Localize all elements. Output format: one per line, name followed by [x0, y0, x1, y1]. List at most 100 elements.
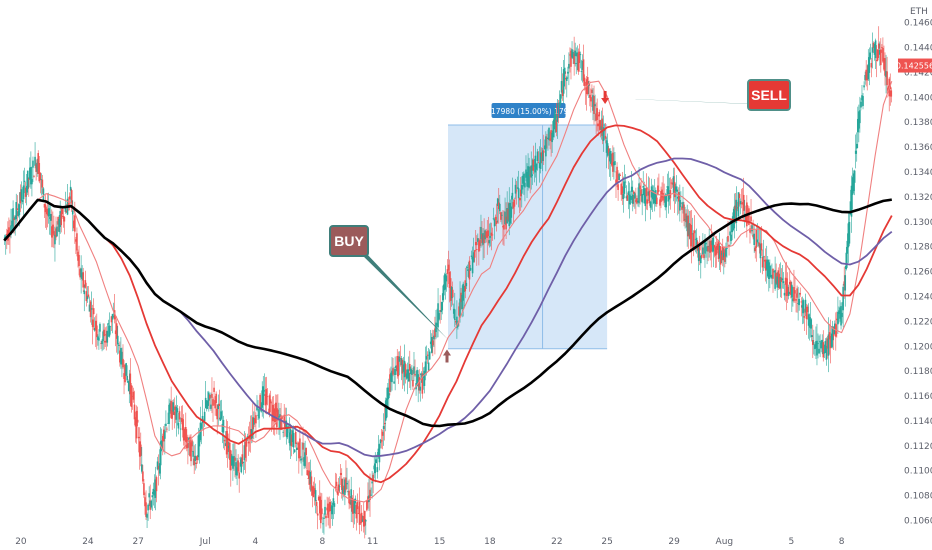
- candle: [380, 428, 383, 449]
- candle: [832, 326, 835, 350]
- candle: [251, 400, 254, 443]
- candle: [777, 267, 780, 291]
- candle: [120, 337, 122, 369]
- candle: [195, 456, 198, 469]
- candle: [852, 170, 855, 194]
- candle: [668, 177, 671, 206]
- x-tick-label: 24: [82, 537, 94, 547]
- candle: [221, 410, 224, 444]
- candle: [45, 206, 48, 230]
- candle: [509, 199, 512, 226]
- candle: [384, 397, 387, 432]
- candle: [32, 156, 34, 183]
- candle: [414, 359, 416, 377]
- candle: [60, 206, 63, 233]
- candle: [740, 188, 743, 209]
- candle: [494, 214, 497, 226]
- candle: [125, 362, 127, 377]
- candle: [573, 36, 575, 76]
- candle: [19, 184, 22, 212]
- annotation-label: BUY: [334, 233, 364, 249]
- candle: [249, 415, 252, 453]
- candle: [795, 293, 797, 313]
- annotations-layer[interactable]: BUY SELL: [329, 79, 791, 363]
- candle: [508, 187, 511, 236]
- candle: [692, 230, 695, 257]
- candle: [888, 76, 890, 112]
- candle: [79, 267, 81, 280]
- candle: [427, 348, 430, 372]
- candle: [189, 434, 191, 457]
- candle: [651, 184, 654, 212]
- candle: [153, 474, 156, 509]
- candle: [76, 227, 78, 257]
- candle: [459, 281, 461, 323]
- candle: [749, 225, 751, 244]
- candle: [377, 435, 380, 459]
- y-tick-label: 0.114000: [904, 417, 932, 427]
- candle: [20, 181, 23, 209]
- candle: [136, 406, 139, 427]
- candle: [478, 238, 480, 266]
- candle: [285, 407, 288, 445]
- candle: [682, 186, 684, 214]
- candle: [781, 265, 784, 289]
- candle: [26, 170, 29, 196]
- candle: [81, 265, 83, 281]
- candle: [808, 313, 811, 341]
- candle: [826, 335, 829, 359]
- candle: [500, 211, 502, 223]
- candle: [798, 292, 800, 311]
- candle: [702, 233, 704, 256]
- y-tick-label: 0.138000: [904, 118, 932, 128]
- candle: [255, 412, 257, 438]
- candle: [713, 244, 716, 258]
- candle: [400, 356, 403, 381]
- position-box-layer: 0.017980 (15.00%) 17980: [448, 102, 608, 350]
- position-box[interactable]: [448, 124, 608, 349]
- candle: [612, 145, 614, 178]
- candle: [570, 48, 572, 80]
- candle: [67, 197, 70, 211]
- candle: [184, 412, 187, 450]
- candle: [298, 441, 300, 474]
- last-price-badge: [898, 58, 932, 73]
- candle: [66, 183, 69, 216]
- candle: [9, 219, 11, 254]
- candle: [169, 399, 171, 414]
- candle: [218, 389, 221, 420]
- candle: [301, 442, 303, 476]
- candle: [841, 302, 843, 324]
- candle: [715, 235, 718, 268]
- candle: [143, 478, 145, 498]
- candle: [515, 180, 518, 205]
- candle: [54, 226, 56, 262]
- candle: [814, 343, 816, 356]
- candle: [837, 296, 839, 334]
- candle: [145, 490, 147, 521]
- candle: [662, 176, 664, 206]
- candle: [77, 249, 79, 268]
- candle: [523, 171, 525, 195]
- candle: [598, 109, 601, 132]
- candle: [161, 433, 164, 456]
- candle: [667, 171, 670, 214]
- candle: [224, 431, 227, 447]
- candle: [303, 442, 305, 470]
- candle: [480, 214, 482, 248]
- candle: [41, 174, 44, 194]
- sell-annotation[interactable]: SELL: [601, 79, 791, 111]
- buy-annotation[interactable]: BUY: [329, 225, 451, 363]
- candle: [363, 510, 366, 539]
- candle: [428, 349, 431, 360]
- candle: [855, 132, 858, 162]
- candle: [813, 329, 815, 355]
- y-tick-label: 0.110000: [904, 467, 932, 477]
- candle: [878, 41, 881, 66]
- candle: [796, 285, 798, 313]
- candle: [569, 47, 571, 73]
- candle: [336, 486, 339, 504]
- candle: [40, 173, 43, 196]
- candle: [389, 368, 391, 396]
